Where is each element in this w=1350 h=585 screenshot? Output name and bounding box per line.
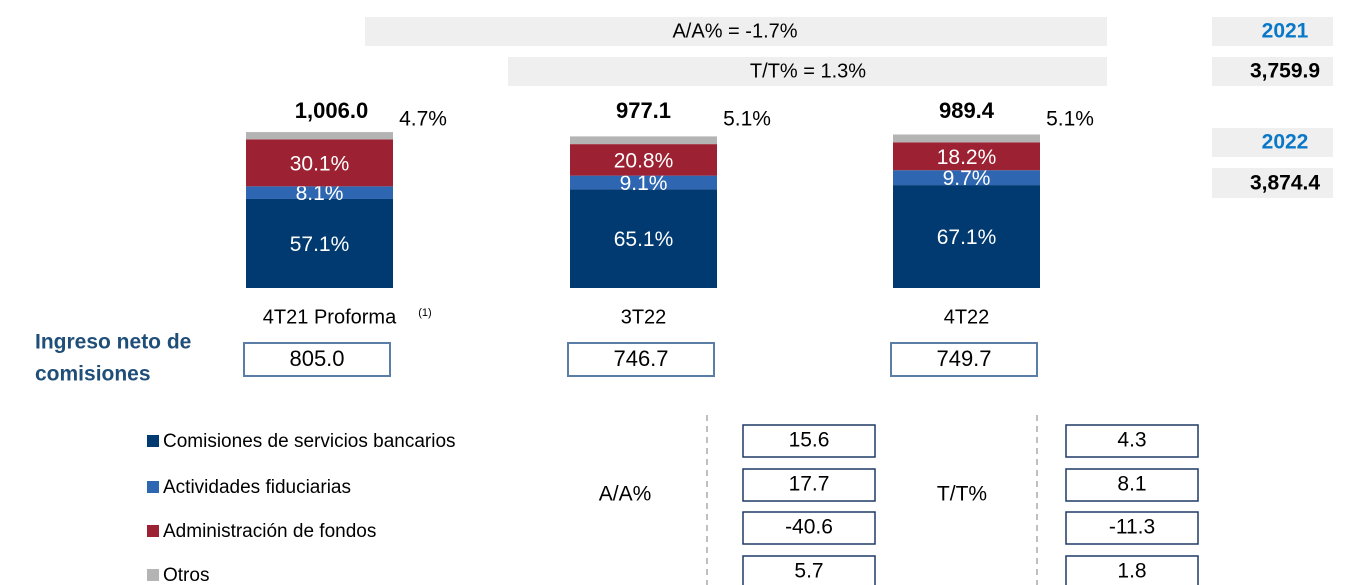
bar-segment (893, 142, 1040, 171)
net-fee-value: 805.0 (289, 346, 344, 371)
change-box (1065, 424, 1199, 458)
year: 2021 (1262, 20, 1309, 43)
legend-swatch (147, 481, 159, 493)
segment-label: 9.1% (620, 172, 668, 195)
change-value: 5.7 (794, 560, 823, 583)
legend-label: Comisiones de servicios bancarios (163, 431, 456, 452)
bar-segment (246, 139, 393, 187)
qoq-label: T/T% (937, 483, 987, 506)
annual-value: 3,874.4 (1250, 172, 1320, 195)
annual-box (1212, 168, 1333, 198)
segment-label: 4.7% (399, 108, 447, 131)
yoy-banner-bg (365, 17, 1107, 46)
segment-label: 5.1% (1046, 108, 1094, 131)
bar-segment (246, 186, 393, 199)
change-value: 17.7 (789, 473, 830, 496)
bar-segment (570, 144, 717, 176)
year-box (1212, 128, 1333, 157)
annual-box (1212, 57, 1333, 86)
change-box (742, 511, 876, 545)
change-box (742, 555, 876, 585)
change-value: 8.1 (1117, 473, 1146, 496)
yoy-label: A/A% (599, 483, 652, 506)
category-label: 4T22 (944, 306, 990, 328)
net-fees-label: Ingreso neto de (35, 331, 191, 354)
segment-label: 57.1% (290, 233, 350, 256)
bar-segment (570, 175, 717, 190)
segment-label: 67.1% (937, 226, 997, 249)
bar-segment (893, 170, 1040, 186)
change-box (1065, 555, 1199, 585)
yoy-banner: A/A% = -1.7% (672, 20, 797, 42)
segment-label: 18.2% (937, 146, 997, 169)
net-fees-label: comisiones (35, 363, 151, 386)
legend-swatch (147, 569, 159, 581)
bar-segment (893, 185, 1040, 288)
bar-segment (893, 134, 1040, 143)
qoq-banner-bg (508, 57, 1107, 86)
change-value: 4.3 (1117, 429, 1146, 452)
legend-swatch (147, 525, 159, 537)
legend-label: Otros (163, 565, 209, 585)
year: 2022 (1262, 131, 1309, 154)
change-value: 15.6 (789, 429, 830, 452)
segment-label: 8.1% (296, 182, 344, 205)
total-label: 989.4 (939, 98, 995, 123)
segment-label: 30.1% (290, 152, 350, 175)
change-value: -11.3 (1109, 516, 1155, 539)
segment-label: 65.1% (614, 228, 674, 251)
qoq-banner: T/T% = 1.3% (750, 60, 866, 82)
change-value: 1.8 (1117, 560, 1146, 583)
change-box (742, 468, 876, 502)
net-fee-box (243, 342, 391, 377)
bar-segment (570, 136, 717, 145)
legend-label: Administración de fondos (163, 521, 376, 542)
category-note: (1) (418, 307, 431, 319)
net-fee-value: 746.7 (613, 346, 668, 371)
segment-label: 20.8% (614, 149, 674, 172)
bar-segment (246, 198, 393, 288)
annual-value: 3,759.9 (1250, 60, 1320, 83)
net-fee-box (890, 342, 1038, 377)
legend-label: Actividades fiduciarias (163, 477, 351, 498)
total-label: 977.1 (616, 98, 671, 123)
bar-segment (246, 132, 393, 140)
change-box (1065, 511, 1199, 545)
net-fee-box (567, 342, 715, 377)
change-value: -40.6 (785, 516, 833, 539)
category-label: 4T21 Proforma (263, 306, 397, 328)
year-box (1212, 17, 1333, 46)
bar-segment (570, 189, 717, 288)
change-box (1065, 468, 1199, 502)
net-fee-value: 749.7 (936, 346, 991, 371)
segment-label: 5.1% (723, 108, 771, 131)
category-label: 3T22 (621, 306, 667, 328)
segment-label: 9.7% (943, 167, 991, 190)
change-box (742, 424, 876, 458)
legend-swatch (147, 435, 159, 447)
total-label: 1,006.0 (295, 98, 368, 123)
